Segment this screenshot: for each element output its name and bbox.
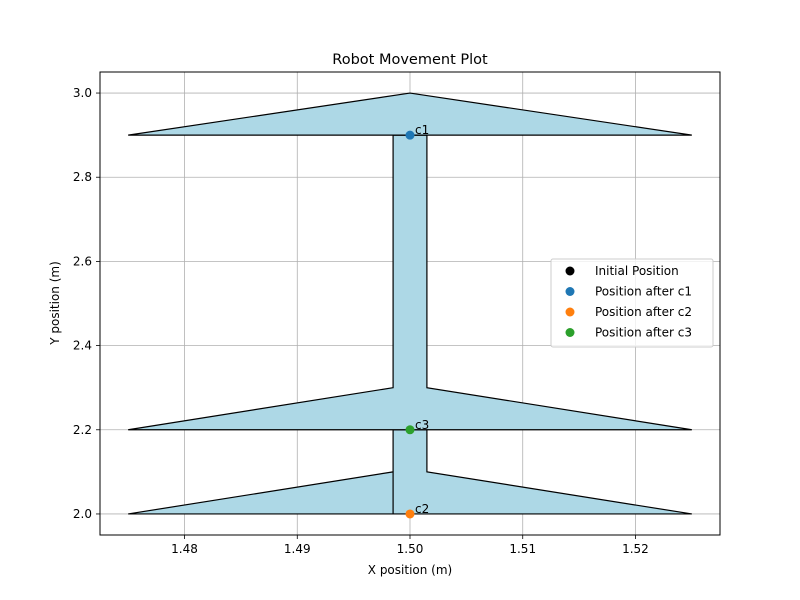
point-position-after-c2 xyxy=(405,509,415,519)
legend: Initial Position Position after c1 Positio… xyxy=(550,258,714,348)
chart-title: Robot Movement Plot xyxy=(332,52,488,68)
y-tick-label: 2.4 xyxy=(73,339,92,353)
point-position-after-c3 xyxy=(405,425,415,435)
legend-entry: Initial Position xyxy=(595,264,679,278)
x-tick-label: 1.49 xyxy=(284,542,311,556)
x-tick-label: 1.48 xyxy=(171,542,198,556)
y-tick-label: 2.8 xyxy=(73,170,92,184)
annotation-c3: c3 xyxy=(415,418,429,432)
y-axis-ticks: 2.0 2.2 2.4 2.6 2.8 3.0 xyxy=(73,86,100,521)
legend-entry: Position after c3 xyxy=(595,326,692,340)
movement-arrows xyxy=(128,92,692,515)
y-tick-label: 2.2 xyxy=(73,423,92,437)
position-points xyxy=(405,130,415,519)
y-tick-label: 3.0 xyxy=(73,86,92,100)
legend-entry: Position after c2 xyxy=(595,305,692,319)
legend-marker xyxy=(565,328,575,337)
annotations: c1 c2 c3 xyxy=(415,123,429,516)
legend-marker xyxy=(565,287,575,296)
legend-marker xyxy=(565,266,575,276)
y-tick-label: 2.0 xyxy=(73,507,92,521)
x-tick-label: 1.51 xyxy=(509,542,536,556)
point-position-after-c1 xyxy=(405,130,415,140)
legend-entry: Position after c1 xyxy=(595,285,692,299)
legend-box xyxy=(550,258,714,348)
annotation-c1: c1 xyxy=(415,123,429,137)
x-tick-label: 1.50 xyxy=(397,542,424,556)
legend-marker xyxy=(565,307,575,317)
y-tick-label: 2.6 xyxy=(73,254,92,268)
y-axis-label: Y position (m) xyxy=(48,261,62,346)
x-tick-label: 1.52 xyxy=(622,542,649,556)
x-axis-ticks: 1.48 1.49 1.50 1.51 1.52 xyxy=(171,535,649,556)
annotation-c2: c2 xyxy=(415,502,429,516)
x-axis-label: X position (m) xyxy=(368,563,452,577)
